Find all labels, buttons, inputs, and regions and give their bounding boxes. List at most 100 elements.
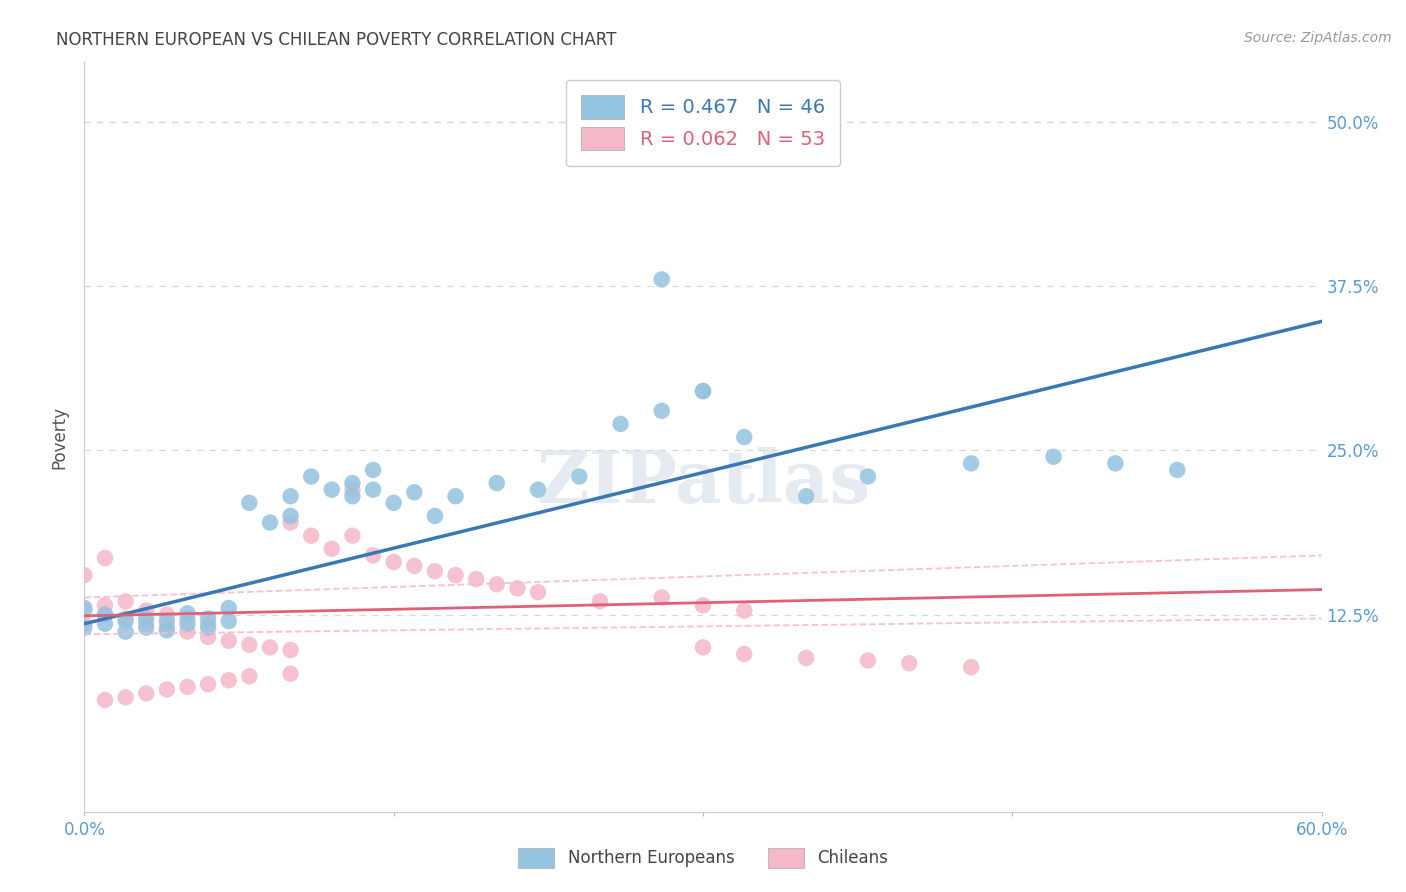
Point [73,604,96,618]
Point [259,640,281,655]
Point [527,585,550,599]
Point [361,549,384,563]
Point [114,614,136,628]
Point [589,594,612,608]
Point [299,529,322,543]
Point [960,660,983,674]
Point [794,489,817,503]
Point [114,624,136,639]
Point [465,572,488,586]
Point [280,508,302,523]
Point [73,568,96,582]
Point [856,654,879,668]
Point [733,647,755,661]
Point [321,483,343,497]
Point [218,633,240,648]
Point [960,456,983,470]
Point [218,673,240,688]
Point [1104,456,1126,470]
Point [197,616,219,631]
Point [176,616,198,631]
Y-axis label: Poverty: Poverty [51,406,69,468]
Point [176,611,198,625]
Point [485,476,508,491]
Point [238,669,260,683]
Point [568,469,591,483]
Point [692,599,714,613]
Point [342,489,364,503]
Point [94,607,117,622]
Point [197,630,219,644]
Point [898,656,921,670]
Point [280,666,302,681]
Point [176,680,198,694]
Point [651,404,673,418]
Point [1166,463,1188,477]
Point [114,594,136,608]
Point [135,604,157,618]
Point [733,430,755,444]
Point [609,417,631,431]
Point [404,485,426,500]
Point [135,686,157,700]
Point [197,611,219,625]
Point [321,541,343,556]
Point [423,508,446,523]
Point [114,611,136,625]
Point [423,564,446,578]
Point [506,581,529,595]
Point [94,693,117,707]
Point [197,621,219,635]
Point [238,638,260,652]
Point [692,384,714,398]
Point [692,640,714,655]
Point [382,555,405,569]
Point [135,611,157,625]
Point [651,591,673,605]
Point [156,624,179,638]
Point [73,616,96,631]
Point [794,651,817,665]
Point [94,599,117,613]
Point [156,607,179,622]
Point [1042,450,1064,464]
Point [94,551,117,566]
Text: NORTHERN EUROPEAN VS CHILEAN POVERTY CORRELATION CHART: NORTHERN EUROPEAN VS CHILEAN POVERTY COR… [56,31,617,49]
Point [73,601,96,615]
Point [135,616,157,631]
Point [280,516,302,530]
Point [114,690,136,705]
Legend: Northern Europeans, Chileans: Northern Europeans, Chileans [510,841,896,875]
Point [176,624,198,639]
Point [444,568,467,582]
Point [156,614,179,628]
Point [361,483,384,497]
Point [280,643,302,657]
Point [259,516,281,530]
Point [238,496,260,510]
Point [382,496,405,510]
Point [156,682,179,697]
Point [671,147,693,161]
Point [218,614,240,628]
Point [280,489,302,503]
Point [73,621,96,635]
Point [444,489,467,503]
Point [176,606,198,620]
Point [197,677,219,691]
Point [527,483,550,497]
Point [342,483,364,497]
Point [156,621,179,635]
Point [404,558,426,573]
Point [733,604,755,618]
Point [218,601,240,615]
Point [94,616,117,631]
Point [135,621,157,635]
Point [485,577,508,591]
Point [342,529,364,543]
Point [692,384,714,398]
Point [856,469,879,483]
Text: Source: ZipAtlas.com: Source: ZipAtlas.com [1244,31,1392,45]
Point [94,607,117,622]
Text: ZIPatlas: ZIPatlas [536,447,870,517]
